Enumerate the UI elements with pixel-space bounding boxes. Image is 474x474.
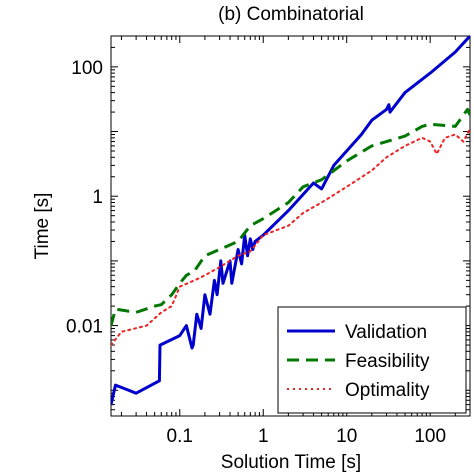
y-axis-label: Time [s] — [32, 193, 53, 260]
y-tick-label: 100 — [71, 58, 103, 79]
legend-label-validation: Validation — [345, 322, 427, 343]
legend: Validation Feasibility Optimality — [277, 306, 467, 414]
y-tick-label: 0.01 — [66, 317, 103, 338]
x-tick-label: 1 — [258, 426, 269, 447]
series-lines — [111, 36, 470, 405]
series-line-feasibility — [111, 107, 470, 326]
x-tick-label: 0.1 — [167, 426, 193, 447]
series-line-validation — [111, 36, 470, 405]
x-axis-label: Solution Time [s] — [221, 452, 361, 473]
chart-title: (b) Combinatorial — [218, 4, 364, 25]
series-line-optimality — [111, 127, 470, 347]
x-tick-label: 100 — [414, 426, 446, 447]
legend-label-optimality: Optimality — [345, 380, 430, 401]
axis-ticks: 0.1 1 10 100 0.01 1 100 — [66, 35, 471, 447]
legend-label-feasibility: Feasibility — [345, 351, 430, 372]
x-tick-label: 10 — [336, 426, 357, 447]
y-tick-label: 1 — [92, 187, 103, 208]
